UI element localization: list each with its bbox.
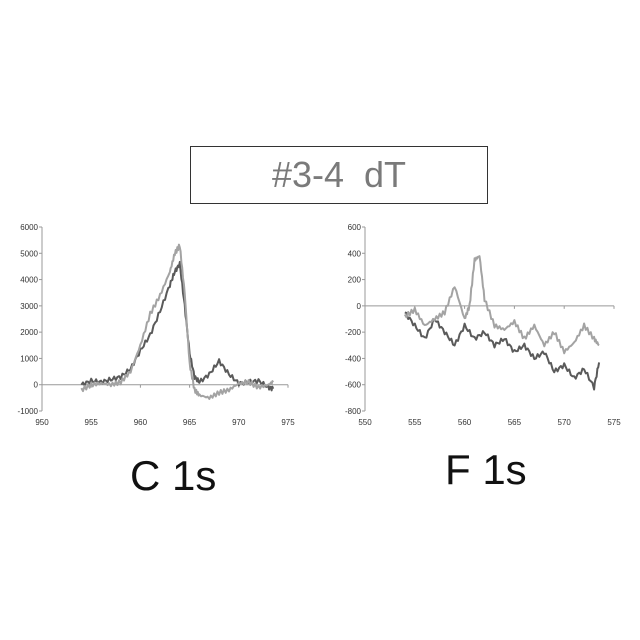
c1s-y-tick-label: 2000 — [20, 328, 38, 337]
c1s-y-tick-label: -1000 — [18, 407, 39, 416]
f1s-x-tick-label: 555 — [408, 418, 422, 427]
c1s-y-tick-label: 5000 — [20, 249, 38, 258]
f1s-y-tick-label: -200 — [345, 328, 362, 337]
f1s-y-tick-label: 200 — [348, 276, 362, 285]
chart-title: #3-4 dT — [271, 154, 407, 195]
c1s-x-tick-label: 965 — [183, 418, 197, 427]
chart-title-box: #3-4 dT — [190, 146, 488, 204]
f1s-x-tick-label: 570 — [558, 418, 572, 427]
f1s-y-tick-label: 400 — [348, 249, 362, 258]
f1s-chart: -800 -600 -400 -200 0 200 400 600 550 555 560 565 57… — [345, 223, 621, 427]
c1s-y-tick-label: 4000 — [20, 276, 38, 285]
f1s-x-tick-label: 575 — [607, 418, 621, 427]
c1s-y-tick-label: 0 — [34, 381, 39, 390]
f1s-y-tick-label: 0 — [357, 302, 362, 311]
c1s-x-tick-label: 955 — [85, 418, 99, 427]
f1s-y-tick-label: -800 — [345, 407, 362, 416]
c1s-panel-label: C 1s — [130, 452, 217, 499]
f1s-x-tick-label: 550 — [358, 418, 372, 427]
c1s-x-tick-label: 970 — [232, 418, 246, 427]
c1s-y-tick-label: 6000 — [20, 223, 38, 232]
c1s-x-tick-label: 950 — [35, 418, 49, 427]
f1s-series-2-line — [403, 255, 600, 355]
f1s-series-1-line — [404, 311, 601, 391]
c1s-series-1-line — [80, 260, 275, 392]
f1s-panel-label: F 1s — [445, 446, 527, 493]
c1s-chart: -1000 0 1000 2000 3000 4000 5000 6000 950 955 960 9… — [18, 223, 296, 427]
f1s-y-tick-label: -600 — [345, 381, 362, 390]
c1s-y-tick-label: 1000 — [20, 354, 38, 363]
f1s-y-tick-label: 600 — [348, 223, 362, 232]
c1s-y-tick-label: 3000 — [20, 302, 38, 311]
f1s-x-tick-label: 560 — [458, 418, 472, 427]
c1s-x-tick-label: 975 — [281, 418, 295, 427]
f1s-y-tick-label: -400 — [345, 354, 362, 363]
c1s-x-tick-label: 960 — [134, 418, 148, 427]
c1s-series-2-line — [80, 243, 274, 400]
f1s-x-tick-label: 565 — [508, 418, 522, 427]
